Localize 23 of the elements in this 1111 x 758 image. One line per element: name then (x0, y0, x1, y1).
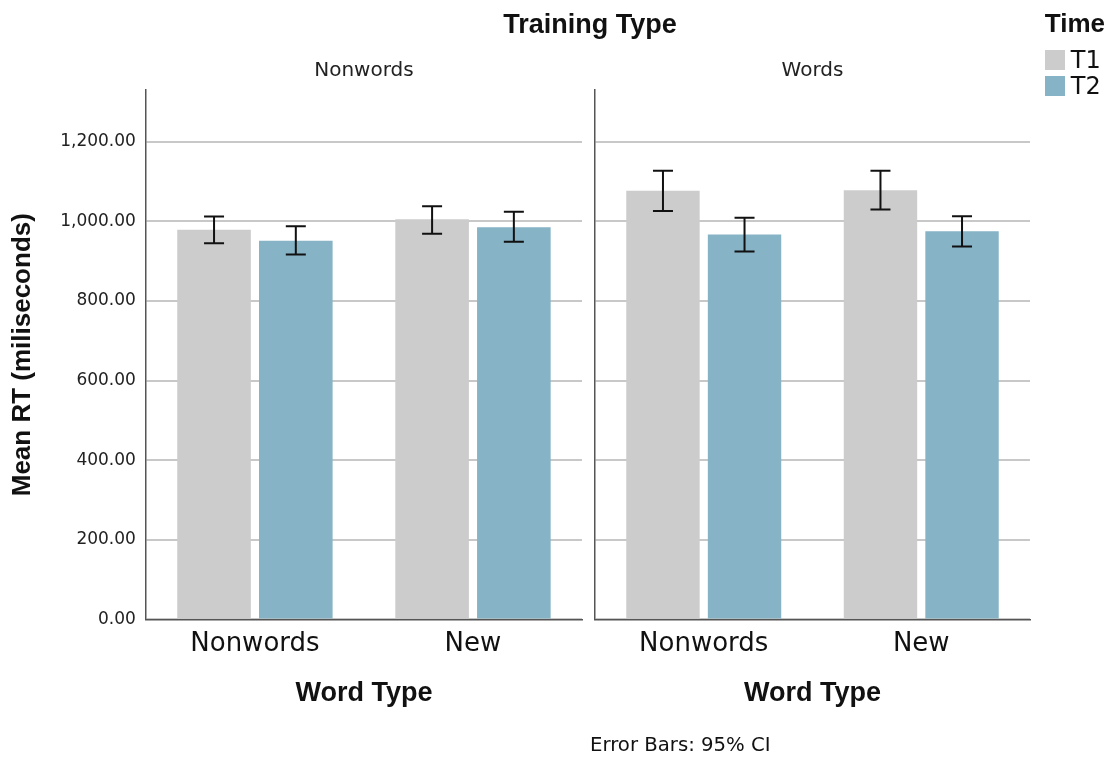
legend-label: T2 (1070, 72, 1101, 100)
y-tick-label: 600.00 (76, 368, 136, 389)
text: Error Bars: 95% CI (590, 733, 771, 756)
y-axis-title: Mean RT (miliseconds) (5, 213, 36, 497)
chart-subtitle: Words (781, 57, 844, 82)
y-tick-label: 0.00 (98, 607, 136, 628)
x-axis-title: Word Type (743, 677, 882, 708)
bar (925, 231, 999, 619)
x-tick-label: Nonwords (639, 626, 769, 657)
chart-title: Training Type (503, 9, 677, 40)
y-tick-label: 1,000.00 (60, 209, 136, 230)
x-tick-label: New (892, 626, 950, 657)
x-tick-label: New (444, 626, 502, 657)
y-tick-label: 1,200.00 (60, 130, 136, 151)
x-axis-title: Word Type (295, 677, 433, 708)
x-tick-label: Nonwords (190, 626, 320, 657)
chart-subtitle: Nonwords (314, 57, 414, 82)
y-tick-label: 800.00 (76, 289, 136, 310)
legend-title: Time (1044, 8, 1105, 38)
y-tick-label: 400.00 (76, 448, 136, 469)
y-tick-label: 200.00 (76, 528, 136, 549)
legend-label: T1 (1070, 46, 1101, 74)
bar (707, 234, 782, 619)
